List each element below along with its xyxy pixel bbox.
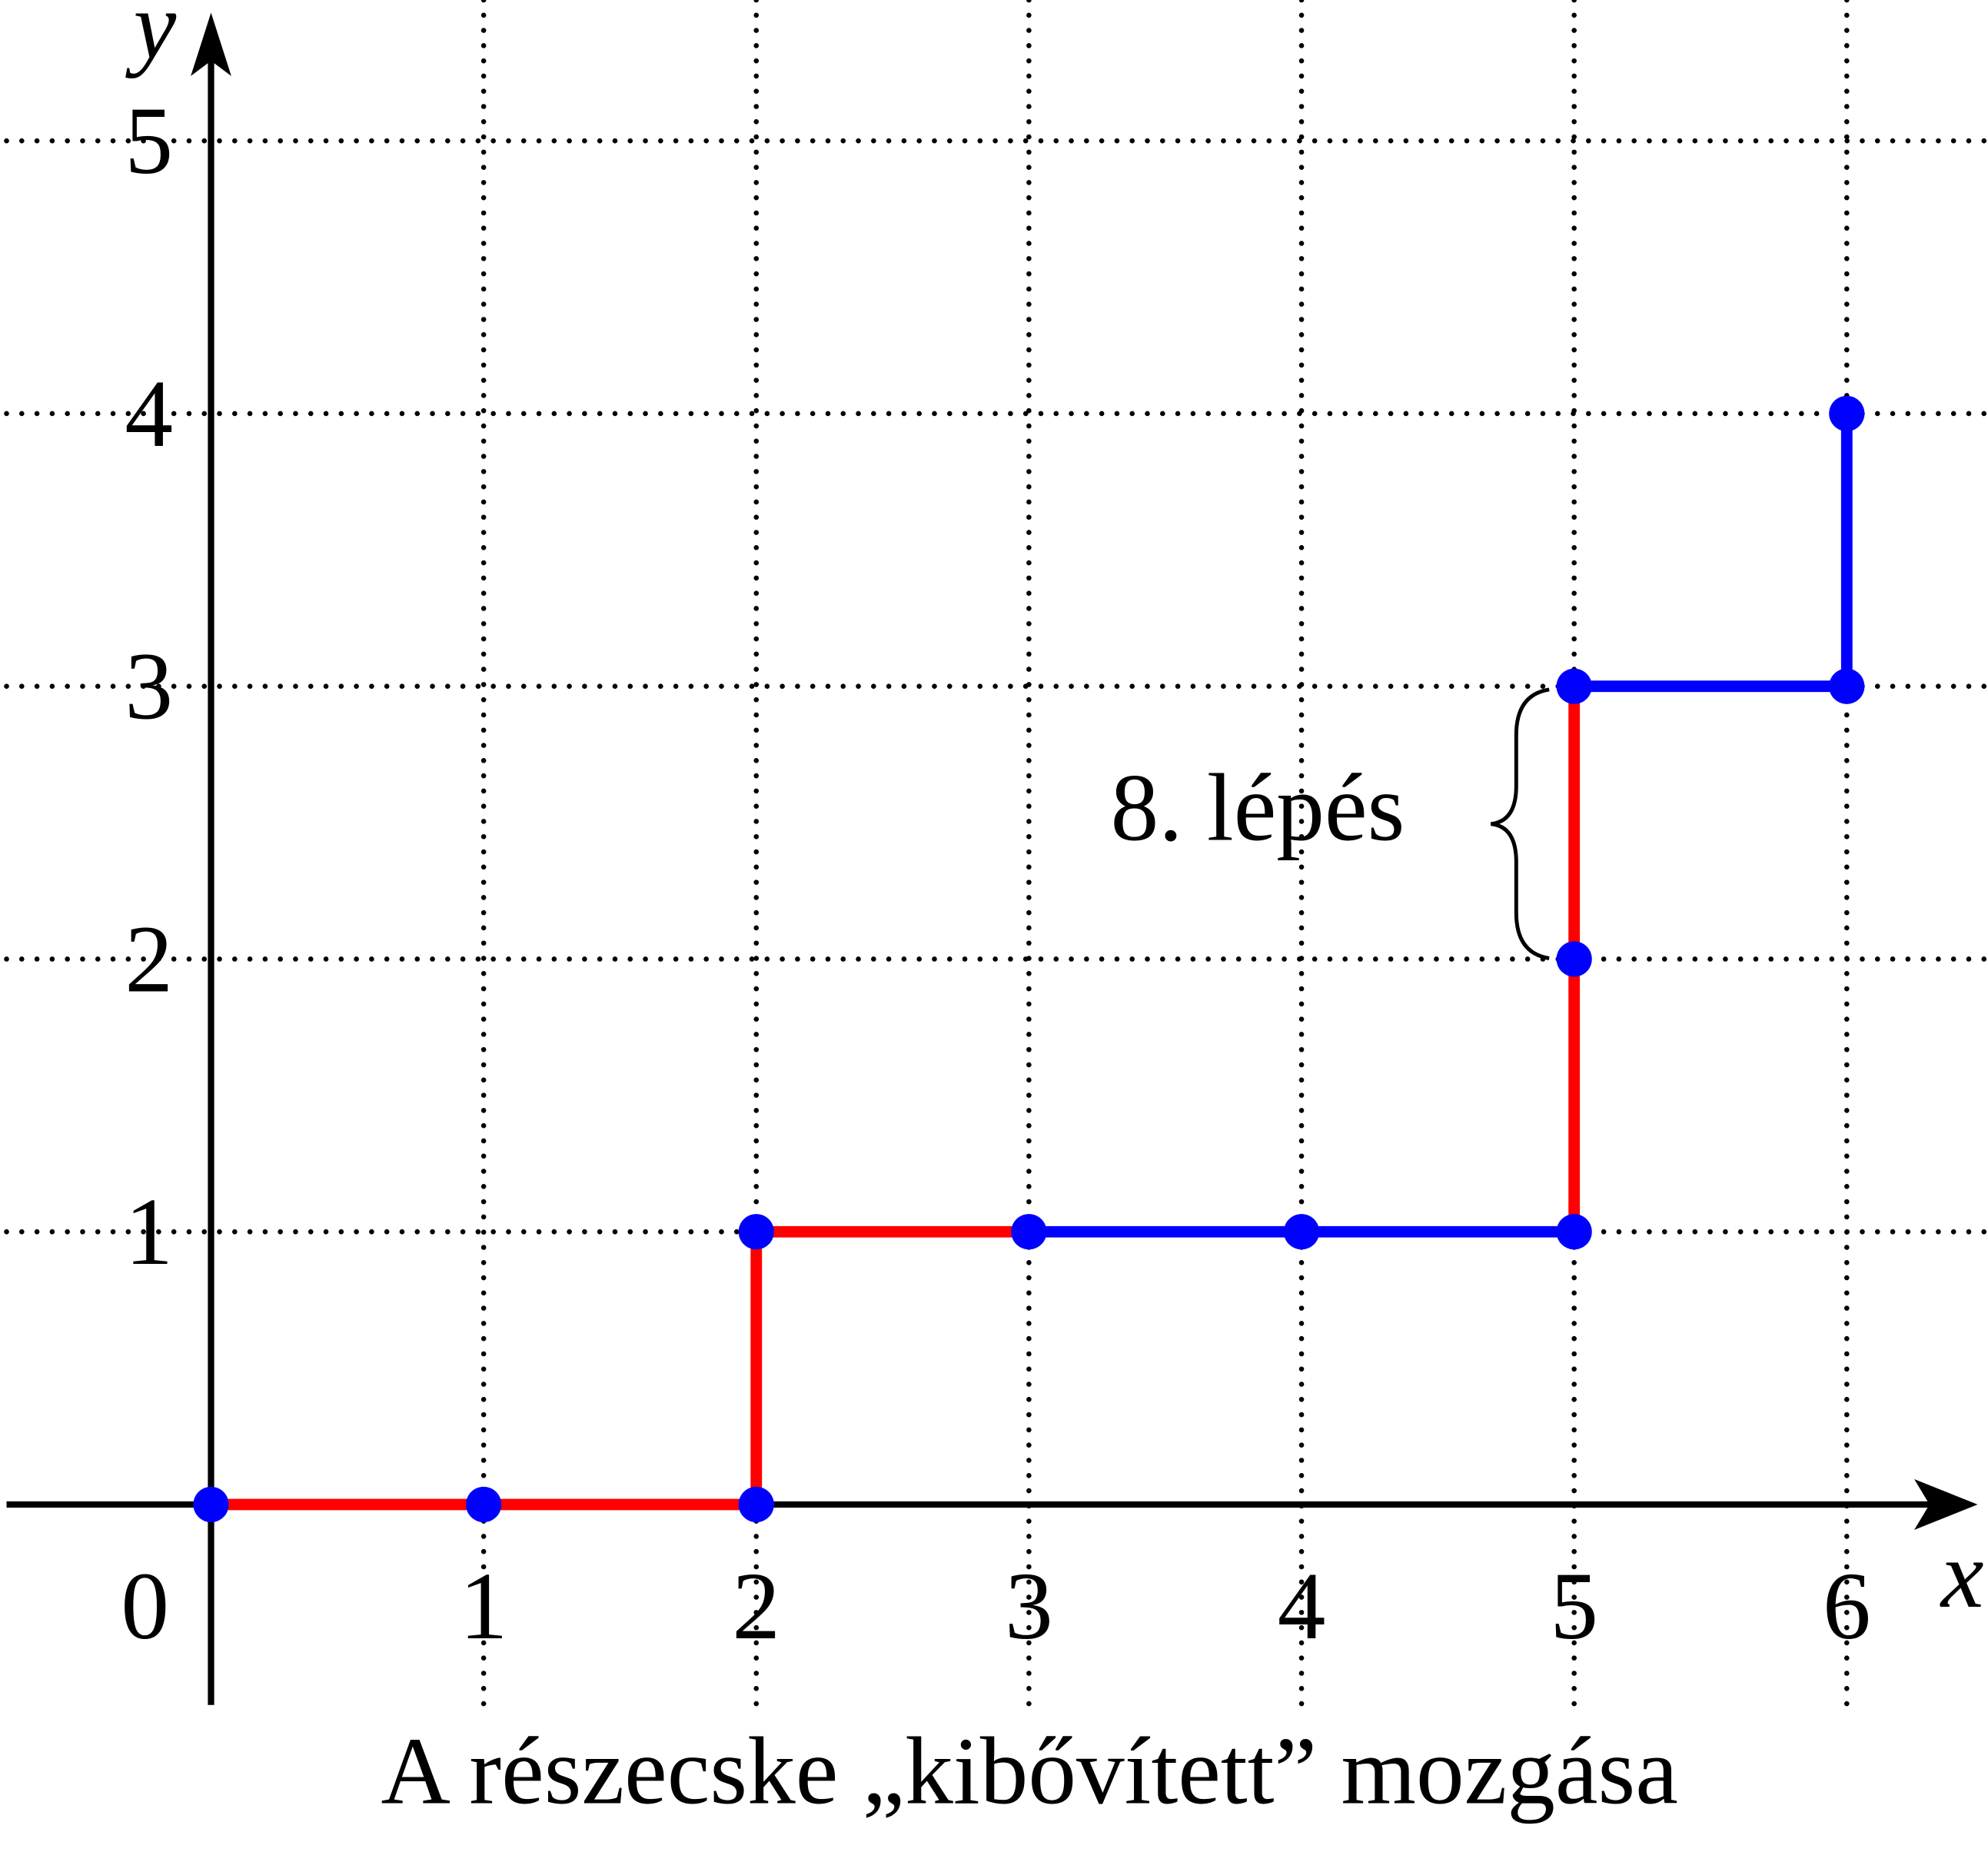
line-segment <box>1574 413 1853 693</box>
y-axis-arrow <box>191 12 231 76</box>
y-tick-label: 5 <box>125 88 173 195</box>
y-tick-label: 3 <box>125 633 173 740</box>
point <box>738 1214 774 1250</box>
annotation: 8. lépés <box>1111 754 1405 861</box>
y-tick-label: 4 <box>125 361 173 467</box>
point <box>738 1486 774 1523</box>
line-segment <box>211 1225 1029 1511</box>
point <box>1829 668 1865 704</box>
x-tick-label: 4 <box>1278 1553 1326 1660</box>
x-tick-label: 6 <box>1823 1553 1871 1660</box>
y-tick-label: 1 <box>125 1179 173 1285</box>
point <box>1011 1214 1047 1250</box>
x-axis-arrow <box>1914 1479 1978 1530</box>
point <box>466 1486 502 1523</box>
y-tick-label: 2 <box>125 906 173 1012</box>
chart-title: A részecske „kibővített” mozgása <box>381 1717 1677 1824</box>
x-tick-label: 2 <box>732 1553 780 1660</box>
y-axis-label: y <box>125 0 177 79</box>
x-axis-label: x <box>1940 1521 1984 1628</box>
x-tick-label: 0 <box>121 1553 169 1660</box>
x-tick-label: 3 <box>1005 1553 1053 1660</box>
point <box>1556 1214 1592 1250</box>
point <box>1556 668 1592 704</box>
x-tick-label: 1 <box>460 1553 508 1660</box>
x-tick-label: 5 <box>1550 1553 1598 1660</box>
point <box>1283 1214 1320 1250</box>
point <box>1556 941 1592 977</box>
brace <box>1490 687 1550 960</box>
point <box>193 1486 229 1523</box>
point <box>1829 395 1865 432</box>
